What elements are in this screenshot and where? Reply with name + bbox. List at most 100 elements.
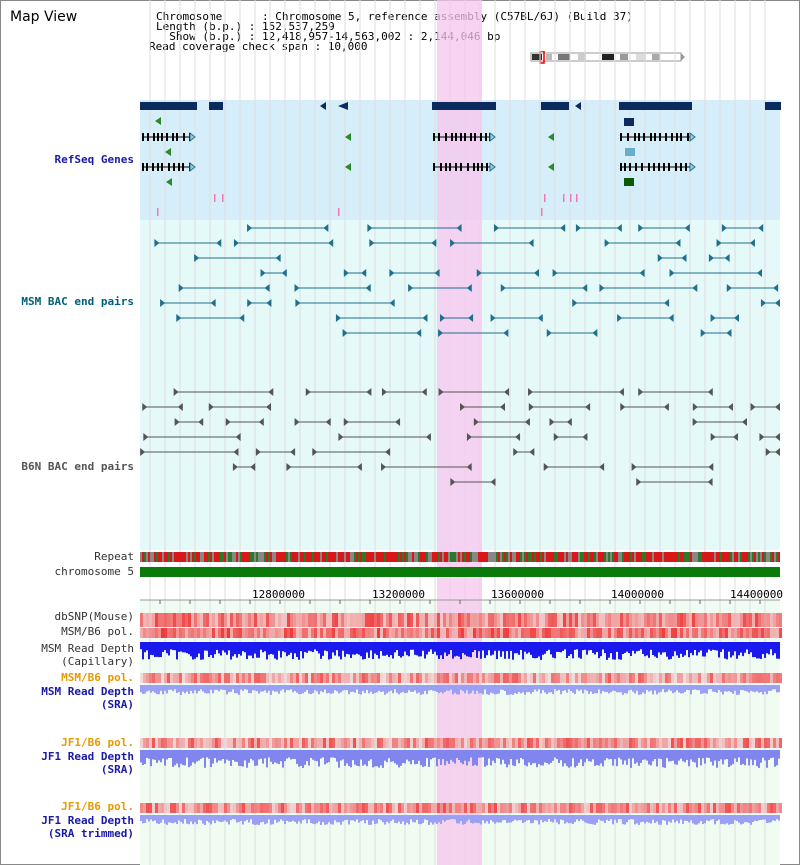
read-depth-bar xyxy=(154,685,156,693)
polymorphism-cell xyxy=(500,613,503,627)
read-depth-bar xyxy=(584,685,586,690)
polymorphism-cell xyxy=(728,803,731,813)
polymorphism-cell xyxy=(638,673,641,683)
b6n-bac-end xyxy=(566,418,572,426)
polymorphism-cell xyxy=(155,628,158,638)
polymorphism-cell xyxy=(362,628,365,638)
gene-exon xyxy=(433,163,435,171)
polymorphism-cell xyxy=(170,738,173,748)
polymorphism-cell xyxy=(560,673,563,683)
polymorphism-cell xyxy=(386,738,389,748)
repeat-segment xyxy=(458,552,460,562)
read-depth-bar xyxy=(542,815,544,823)
msm-bac-end xyxy=(500,284,506,292)
polymorphism-cell xyxy=(485,673,488,683)
axis-tick-label: 14000000 xyxy=(611,588,664,601)
polymorphism-cell xyxy=(245,613,248,627)
read-depth-bar xyxy=(544,750,546,763)
read-depth-bar xyxy=(702,815,704,825)
read-depth-bar xyxy=(654,750,656,760)
polymorphism-cell xyxy=(182,738,185,748)
polymorphism-cell xyxy=(398,673,401,683)
repeat-segment xyxy=(682,552,684,562)
read-depth-bar xyxy=(582,685,584,694)
repeat-segment xyxy=(268,552,270,562)
read-depth-bar xyxy=(610,750,612,760)
polymorphism-cell xyxy=(572,628,575,638)
read-depth-bar xyxy=(708,750,710,759)
repeat-segment xyxy=(276,552,278,562)
repeat-segment xyxy=(420,552,422,562)
read-depth-bar xyxy=(368,642,370,658)
polymorphism-cell xyxy=(764,738,767,748)
polymorphism-cell xyxy=(497,613,500,627)
polymorphism-cell xyxy=(323,738,326,748)
read-depth-bar xyxy=(210,685,212,690)
polymorphism-cell xyxy=(629,628,632,638)
repeat-segment xyxy=(674,552,676,562)
read-depth-bar xyxy=(430,815,432,823)
polymorphism-cell xyxy=(158,628,161,638)
read-depth-bar xyxy=(578,642,580,658)
msm-bac-end xyxy=(560,224,566,232)
read-depth-bar xyxy=(414,815,416,823)
read-depth-bar xyxy=(402,815,404,822)
b6n-bac-end xyxy=(312,448,318,456)
polymorphism-cell xyxy=(398,738,401,748)
read-depth-bar xyxy=(542,685,544,691)
read-depth-bar xyxy=(238,685,240,695)
read-depth-bar xyxy=(274,685,276,692)
gene-exon xyxy=(629,163,631,171)
polymorphism-cell xyxy=(569,738,572,748)
b6n-bac-end xyxy=(543,463,549,471)
read-depth-bar xyxy=(672,815,674,820)
msm-depth-capillary-label: MSM Read Depth xyxy=(41,642,134,655)
read-depth-bar xyxy=(388,642,390,657)
read-depth-bar xyxy=(178,685,180,693)
read-depth-bar xyxy=(704,815,706,824)
repeat-segment xyxy=(556,552,558,562)
polymorphism-cell xyxy=(293,613,296,627)
polymorphism-cell xyxy=(164,628,167,638)
polymorphism-cell xyxy=(527,613,530,627)
repeat-segment xyxy=(142,552,144,562)
polymorphism-cell xyxy=(371,738,374,748)
read-depth-bar xyxy=(148,815,150,822)
read-depth-bar xyxy=(322,750,324,758)
chromosome-ideogram[interactable] xyxy=(528,51,688,65)
read-depth-bar xyxy=(464,815,466,824)
polymorphism-cell xyxy=(719,803,722,813)
read-depth-bar xyxy=(254,642,256,654)
gene-arrow xyxy=(489,161,496,173)
read-depth-bar xyxy=(230,642,232,660)
polymorphism-cell xyxy=(578,673,581,683)
read-depth-bar xyxy=(240,750,242,767)
polymorphism-cell xyxy=(161,803,164,813)
read-depth-bar xyxy=(378,815,380,820)
jf1-pol-label: JF1/B6 pol. xyxy=(61,736,134,749)
repeat-segment xyxy=(380,552,382,562)
msm-bac-end xyxy=(247,224,253,232)
polymorphism-cell xyxy=(551,613,554,627)
msm-bac-end xyxy=(328,239,334,247)
b6n-bac-end xyxy=(338,433,344,441)
polymorphism-cell xyxy=(314,803,317,813)
repeat-segment xyxy=(308,552,310,562)
read-depth-bar xyxy=(200,685,202,690)
polymorphism-cell xyxy=(533,628,536,638)
polymorphism-cell xyxy=(215,673,218,683)
polymorphism-cell xyxy=(221,628,224,638)
read-depth-bar xyxy=(346,815,348,820)
read-depth-bar xyxy=(746,642,748,650)
msm-bac-end xyxy=(537,314,543,322)
polymorphism-cell xyxy=(272,673,275,683)
polymorphism-cell xyxy=(257,628,260,638)
polymorphism-cell xyxy=(605,628,608,638)
read-depth-bar xyxy=(456,642,458,656)
gene-exon xyxy=(676,133,678,141)
read-depth-bar xyxy=(552,750,554,761)
read-depth-bar xyxy=(218,685,220,692)
read-depth-bar xyxy=(712,815,714,820)
read-depth-bar xyxy=(380,750,382,766)
